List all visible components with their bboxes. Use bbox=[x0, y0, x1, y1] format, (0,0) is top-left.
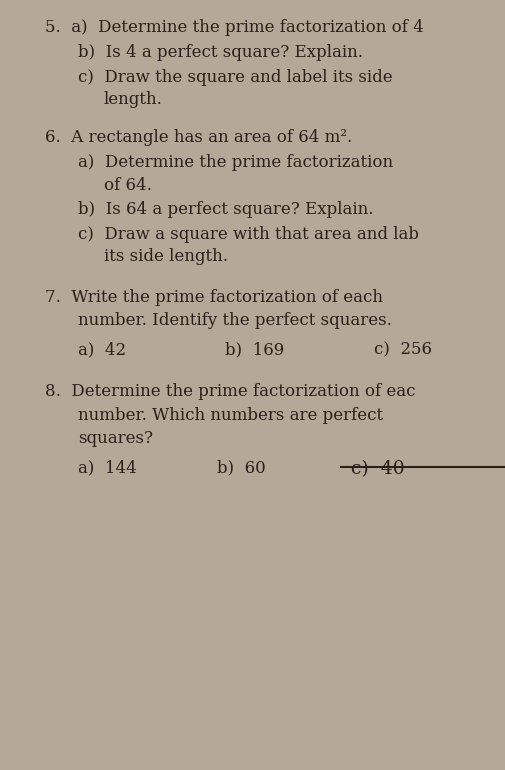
Text: squares?: squares? bbox=[78, 430, 154, 447]
Text: of 64.: of 64. bbox=[104, 177, 152, 194]
Text: b)  60: b) 60 bbox=[217, 460, 266, 477]
Text: 7.  Write the prime factorization of each: 7. Write the prime factorization of each bbox=[45, 289, 383, 306]
Text: a)  Determine the prime factorization: a) Determine the prime factorization bbox=[78, 154, 393, 171]
Text: b)  Is 4 a perfect square? Explain.: b) Is 4 a perfect square? Explain. bbox=[78, 44, 363, 61]
Text: 5.  a)  Determine the prime factorization of 4: 5. a) Determine the prime factorization … bbox=[45, 19, 424, 36]
Text: 6.  A rectangle has an area of 64 m².: 6. A rectangle has an area of 64 m². bbox=[45, 129, 352, 146]
Text: number. Identify the perfect squares.: number. Identify the perfect squares. bbox=[78, 312, 392, 329]
Text: c)  256: c) 256 bbox=[374, 341, 432, 358]
Text: a)  42: a) 42 bbox=[78, 341, 126, 358]
Text: a)  144: a) 144 bbox=[78, 460, 137, 477]
Text: length.: length. bbox=[104, 91, 163, 108]
Text: c)  Draw a square with that area and lab: c) Draw a square with that area and lab bbox=[78, 226, 419, 243]
Text: c)  40: c) 40 bbox=[351, 460, 405, 477]
Text: 8.  Determine the prime factorization of eac: 8. Determine the prime factorization of … bbox=[45, 383, 416, 400]
Text: c)  Draw the square and label its side: c) Draw the square and label its side bbox=[78, 69, 393, 85]
Text: number. Which numbers are perfect: number. Which numbers are perfect bbox=[78, 407, 383, 424]
Text: its side length.: its side length. bbox=[104, 248, 228, 265]
Text: b)  169: b) 169 bbox=[225, 341, 284, 358]
Text: b)  Is 64 a perfect square? Explain.: b) Is 64 a perfect square? Explain. bbox=[78, 201, 374, 218]
